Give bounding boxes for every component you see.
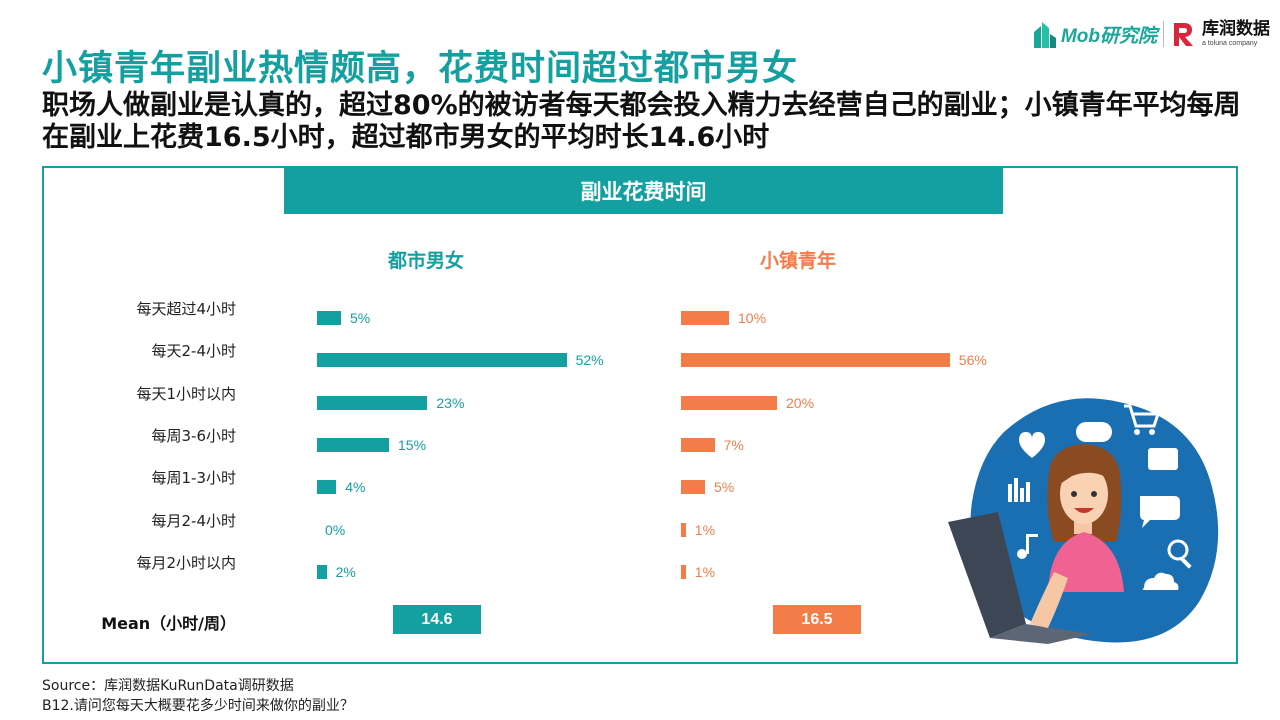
mean-value-town: 16.5 xyxy=(773,605,861,634)
bar-town xyxy=(681,395,777,410)
series-header-urban: 都市男女 xyxy=(388,250,465,272)
category-label: 每月2-4小时 xyxy=(151,511,237,530)
bar-town xyxy=(681,480,705,495)
logo-divider xyxy=(1163,21,1164,47)
cart-icon xyxy=(1124,404,1161,435)
question-note: B12.请问您每天大概要花多少时间来做你的副业？ xyxy=(42,698,354,714)
data-label-town: 7% xyxy=(723,436,744,453)
bar-urban xyxy=(317,480,337,495)
data-label-town: 10% xyxy=(738,310,767,326)
kurun-badge-icon xyxy=(1174,23,1193,46)
brand-logos: Mob研究院 库润数据 a toluna company xyxy=(1032,18,1270,50)
magnifier-icon xyxy=(1167,539,1192,569)
bar-town xyxy=(681,564,686,579)
data-label-town: 20% xyxy=(786,394,815,411)
mob-logo-text: Mob研究院 xyxy=(1060,25,1157,47)
briefcase-icon xyxy=(1148,448,1178,470)
chart-title: 副业花费时间 xyxy=(284,168,1003,214)
kurun-logo: 库润数据 a toluna company xyxy=(1170,20,1270,48)
bar-town xyxy=(681,311,729,325)
data-label-urban: 23% xyxy=(436,394,465,411)
bar-urban xyxy=(317,353,567,368)
kurun-logo-sub: a toluna company xyxy=(1202,40,1258,47)
data-label-urban: 5% xyxy=(350,310,371,326)
page-subtitle: 职场人做副业是认真的，超过80%的被访者每天都会投入精力去经营自己的副业；小镇青… xyxy=(42,90,1241,153)
data-label-urban: 0% xyxy=(325,521,346,538)
mean-label: Mean（小时/周） xyxy=(101,614,236,633)
music-note-icon xyxy=(1017,534,1038,559)
data-label-urban: 4% xyxy=(345,479,366,496)
bar-urban xyxy=(317,564,327,579)
eye-right xyxy=(1091,491,1097,497)
mob-building-icon xyxy=(1033,22,1056,48)
bar-town xyxy=(681,353,950,368)
mean-value-urban: 14.6 xyxy=(393,605,481,634)
category-label: 每周1-3小时 xyxy=(151,469,237,488)
woman-laptop-illustration xyxy=(948,398,1219,644)
data-label-urban: 52% xyxy=(575,352,604,369)
data-label-town: 56% xyxy=(958,352,987,369)
data-label-town: 5% xyxy=(714,479,735,496)
weather-icon xyxy=(1142,572,1179,590)
hair-fringe xyxy=(1060,458,1110,484)
category-label: 每天2-4小时 xyxy=(151,342,237,361)
eye-left xyxy=(1071,491,1077,497)
heart-icon xyxy=(1019,432,1045,458)
category-label: 每天超过4小时 xyxy=(136,300,236,318)
laptop-keyboard xyxy=(990,624,1092,644)
mouth xyxy=(1074,508,1094,513)
data-label-town: 1% xyxy=(694,563,716,580)
bar-urban xyxy=(317,311,341,325)
category-label: 每月2小时以内 xyxy=(136,553,236,572)
page-title: 小镇青年副业热情颇高，花费时间超过都市男女 xyxy=(42,49,799,89)
data-label-urban: 2% xyxy=(335,563,356,580)
category-label: 每周3-6小时 xyxy=(151,426,237,445)
bar-urban xyxy=(317,437,389,452)
face xyxy=(1060,464,1108,524)
data-label-town: 1% xyxy=(694,521,716,538)
data-label-urban: 15% xyxy=(398,436,427,453)
gamepad-icon xyxy=(1076,422,1112,442)
bar-town xyxy=(681,437,715,452)
category-label: 每天1小时以内 xyxy=(136,384,236,403)
bar-town xyxy=(681,522,686,537)
mob-logo: Mob研究院 xyxy=(1032,20,1157,48)
kurun-logo-name: 库润数据 xyxy=(1202,19,1270,39)
arm xyxy=(1030,572,1068,628)
source-note: Source：库润数据KuRunData调研数据 xyxy=(42,678,294,694)
torso xyxy=(1048,532,1124,592)
chat-bubble-icon xyxy=(1140,496,1180,528)
bar-urban xyxy=(317,395,428,410)
bar-chart-icon xyxy=(1008,478,1030,502)
chart-frame xyxy=(42,166,1238,664)
laptop xyxy=(948,512,1026,638)
series-header-town: 小镇青年 xyxy=(760,250,837,272)
